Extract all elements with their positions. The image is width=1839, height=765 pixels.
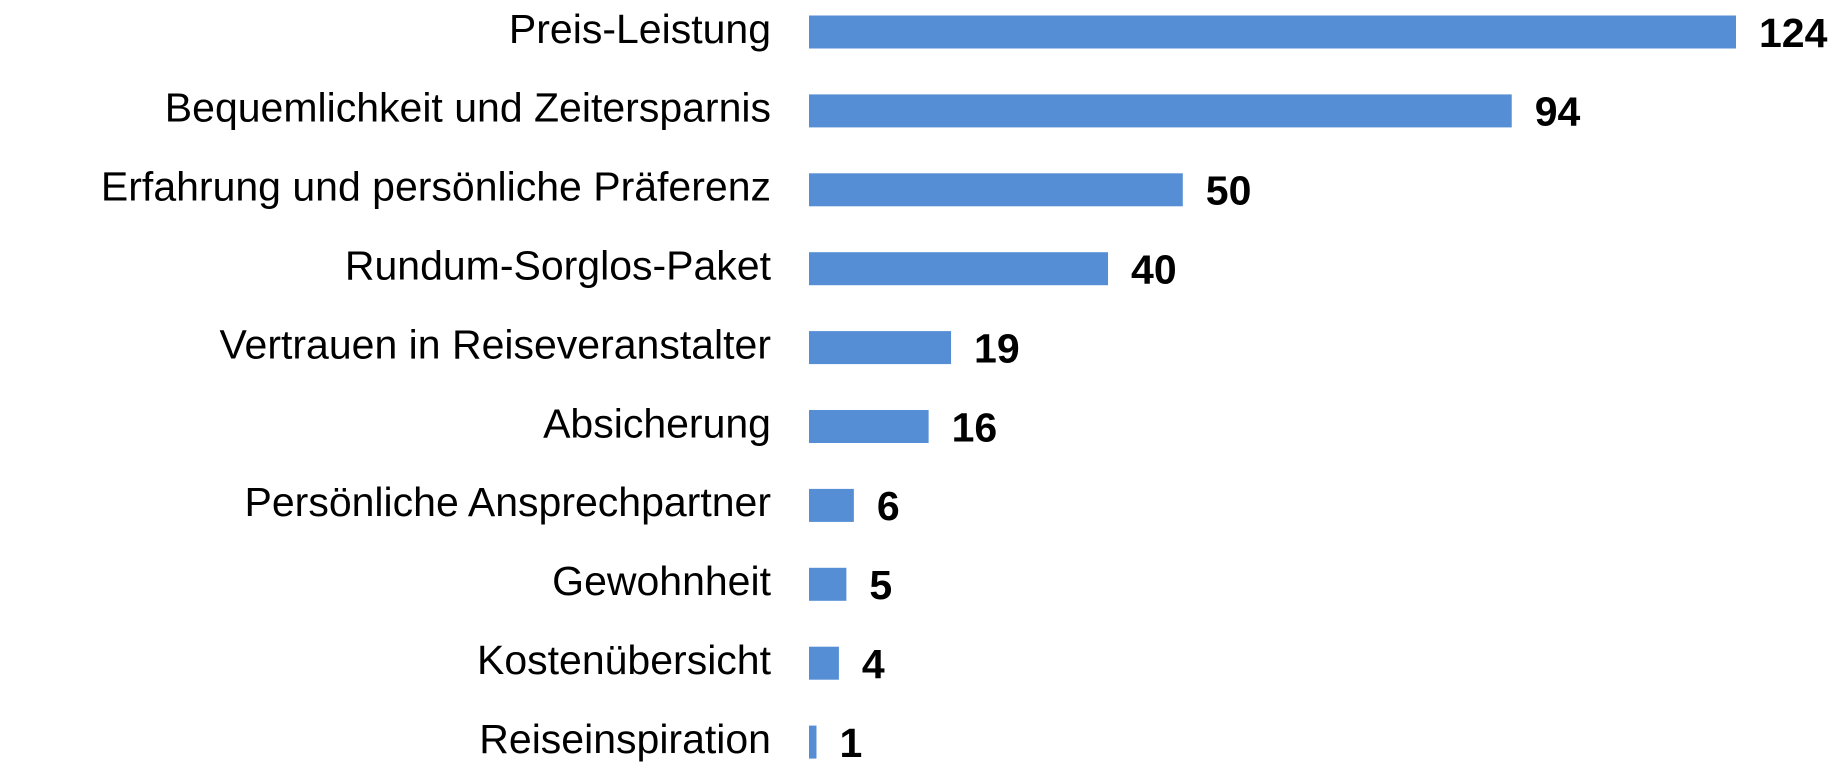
category-label: Preis-Leistung [509, 6, 771, 52]
bar [809, 488, 854, 522]
category-label: Bequemlichkeit und Zeitersparnis [165, 85, 771, 131]
category-label: Vertrauen in Reiseveranstalter [219, 321, 771, 367]
bar [809, 252, 1109, 286]
value-label: 40 [1131, 247, 1177, 293]
bar [809, 94, 1512, 128]
category-label: Gewohnheit [552, 558, 771, 604]
bar [809, 173, 1183, 207]
value-label: 124 [1759, 10, 1828, 56]
bar [809, 725, 817, 759]
value-label: 1 [839, 720, 862, 765]
value-label: 5 [869, 562, 892, 608]
bar [809, 646, 839, 680]
value-label: 16 [952, 404, 998, 450]
category-label: Rundum-Sorglos-Paket [345, 243, 772, 289]
category-label: Persönliche Ansprechpartner [245, 479, 771, 525]
category-label: Erfahrung und persönliche Präferenz [101, 164, 771, 210]
bar [809, 567, 847, 601]
category-label: Reiseinspiration [479, 716, 771, 762]
category-label: Kostenübersicht [477, 637, 772, 683]
value-label: 50 [1206, 168, 1252, 214]
value-label: 94 [1535, 89, 1581, 135]
bar [809, 331, 952, 365]
value-label: 4 [862, 641, 885, 687]
value-label: 6 [877, 483, 900, 529]
bar [809, 410, 929, 443]
bar [809, 15, 1736, 49]
value-label: 19 [974, 325, 1020, 371]
category-label: Absicherung [543, 400, 771, 446]
